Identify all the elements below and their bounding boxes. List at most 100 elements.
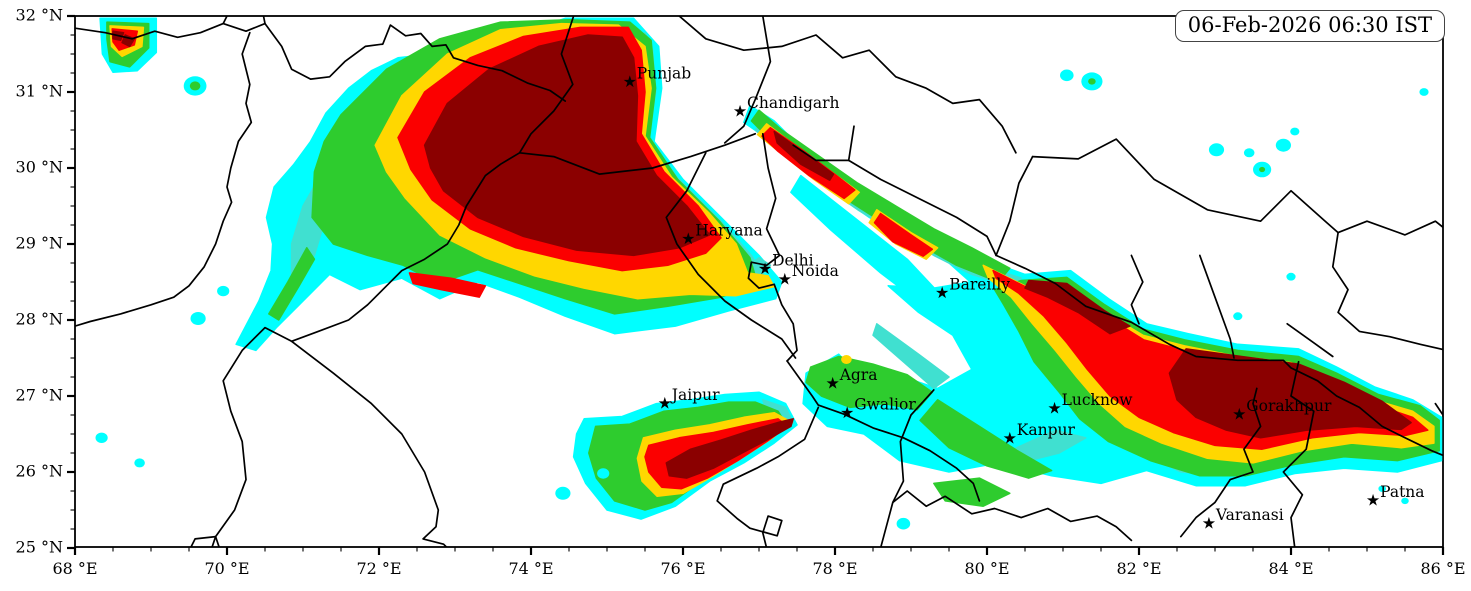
boundary-raj-mp <box>716 406 820 547</box>
star-icon: ★ <box>778 270 792 289</box>
city-marker-delhi: ★ Delhi <box>758 251 814 277</box>
contour-speck-intensity-1 <box>190 312 206 325</box>
city-label-jaipur: Jaipur <box>670 386 720 404</box>
star-icon: ★ <box>681 229 695 248</box>
star-icon: ★ <box>623 72 637 91</box>
boundary-indo-pak <box>211 16 575 547</box>
boundary-nepal-north <box>1031 138 1443 351</box>
boundary-himachal-north <box>678 16 1017 154</box>
star-icon: ★ <box>758 259 772 278</box>
city-marker-gorakhpur: ★ Gorakhpur <box>1232 397 1332 424</box>
city-label-gorakhpur: Gorakhpur <box>1246 397 1332 415</box>
star-icon: ★ <box>658 393 672 412</box>
x-tick-label: 86 °E <box>1420 559 1466 578</box>
star-icon: ★ <box>733 102 747 121</box>
y-tick-label: 29 °N <box>15 233 63 253</box>
city-label-bareilly: Bareilly <box>949 276 1010 294</box>
x-tick-label: 70 °E <box>204 559 250 578</box>
contour-speck-intensity-1 <box>1243 148 1255 158</box>
star-icon: ★ <box>1047 399 1061 418</box>
contour-intensity-6 <box>665 418 794 479</box>
contour-speck-intensity-3 <box>1088 78 1096 85</box>
boundary-ghaghara <box>1179 387 1262 538</box>
contour-intensity-6 <box>423 34 711 257</box>
contour-speck-intensity-3 <box>189 81 201 91</box>
contour-intensity-2 <box>872 323 950 390</box>
boundary-pak-sindh <box>75 31 253 327</box>
city-label-punjab: Punjab <box>637 64 691 82</box>
star-icon: ★ <box>840 403 854 422</box>
contour-intensity-6 <box>1168 348 1412 439</box>
city-marker-jaipur: ★ Jaipur <box>658 386 720 413</box>
contour-intensity-3 <box>268 247 316 321</box>
contour-speck-intensity-1 <box>1401 497 1409 505</box>
contour-speck-intensity-1 <box>134 458 145 468</box>
x-tick-label: 68 °E <box>52 559 98 578</box>
y-tick-label: 32 °N <box>15 5 63 25</box>
contour-speck-intensity-1 <box>1275 138 1291 152</box>
city-marker-agra: ★ Agra <box>826 366 878 393</box>
city-marker-noida: ★ Noida <box>778 262 839 289</box>
star-icon: ★ <box>1003 428 1017 447</box>
contour-intensity-3 <box>919 399 1053 479</box>
timestamp-text: 06-Feb-2026 06:30 IST <box>1187 13 1432 37</box>
y-tick-label: 30 °N <box>15 157 63 177</box>
boundary-haryana-west <box>665 151 797 359</box>
boundary-nepal-zone-2 <box>1198 254 1235 359</box>
city-label-lucknow: Lucknow <box>1062 391 1134 409</box>
boundary-raj-guj <box>290 340 448 547</box>
contour-speck-intensity-1 <box>1419 88 1429 96</box>
y-tick-label: 26 °N <box>15 461 63 481</box>
city-marker-punjab: ★ Punjab <box>623 64 692 91</box>
contour-speck-intensity-1 <box>1208 143 1225 157</box>
contour-speck-intensity-1 <box>555 486 571 500</box>
contour-speck-intensity-1 <box>1290 127 1300 136</box>
contour-speck-intensity-1 <box>1060 69 1074 82</box>
boundary-hp-punjab <box>723 16 772 144</box>
city-marker-lucknow: ★ Lucknow <box>1047 391 1133 418</box>
star-icon: ★ <box>1232 405 1246 424</box>
boundary-pak-north-branch-2 <box>262 16 266 25</box>
city-label-noida: Noida <box>792 262 839 280</box>
contour-intensity-1 <box>790 174 943 308</box>
city-marker-haryana: ★ Haryana <box>681 222 763 249</box>
x-tick-label: 76 °E <box>660 559 706 578</box>
y-tick-label: 31 °N <box>15 81 63 101</box>
star-icon: ★ <box>1366 491 1380 510</box>
contour-intensity-5 <box>408 272 487 298</box>
boundary-nepal-west <box>995 155 1034 257</box>
city-label-varanasi: Varanasi <box>1215 506 1284 524</box>
contour-speck-intensity-1 <box>1286 272 1296 281</box>
contour-speck-intensity-1 <box>95 432 108 443</box>
city-marker-varanasi: ★ Varanasi <box>1202 506 1284 533</box>
boundary-east-edge <box>1434 402 1443 416</box>
map-canvas: ★ Punjab★ Chandigarh★ Haryana★ Delhi★ Noida★ B… <box>75 16 1443 547</box>
boundary-punjab-south <box>518 132 757 175</box>
star-icon: ★ <box>935 283 949 302</box>
y-tick-label: 25 °N <box>15 537 63 557</box>
city-label-patna: Patna <box>1380 483 1424 501</box>
boundary-up-bihar <box>1282 360 1315 547</box>
contour-speck-intensity-1 <box>597 468 610 479</box>
star-icon: ★ <box>826 374 840 393</box>
contour-speck-intensity-4 <box>841 355 852 364</box>
x-tick-label: 80 °E <box>964 559 1010 578</box>
star-icon: ★ <box>1202 513 1216 532</box>
boundary-yamuna-delhi <box>747 132 798 362</box>
city-label-agra: Agra <box>839 366 878 384</box>
city-label-delhi: Delhi <box>772 251 814 269</box>
y-tick-label: 28 °N <box>15 309 63 329</box>
x-tick-label: 78 °E <box>812 559 858 578</box>
contour-intensity-6 <box>1024 279 1131 335</box>
boundary-betwa <box>891 389 935 504</box>
x-tick-label: 72 °E <box>356 559 402 578</box>
x-tick-label: 84 °E <box>1268 559 1314 578</box>
contour-speck-intensity-1 <box>217 285 230 297</box>
boundary-gandak <box>1286 322 1334 358</box>
city-marker-patna: ★ Patna <box>1366 483 1425 510</box>
boundary-pak-north-branch-1 <box>222 16 228 25</box>
boundary-nepal-east-loop <box>1337 220 1443 236</box>
timestamp-badge: 06-Feb-2026 06:30 IST <box>1174 10 1445 42</box>
